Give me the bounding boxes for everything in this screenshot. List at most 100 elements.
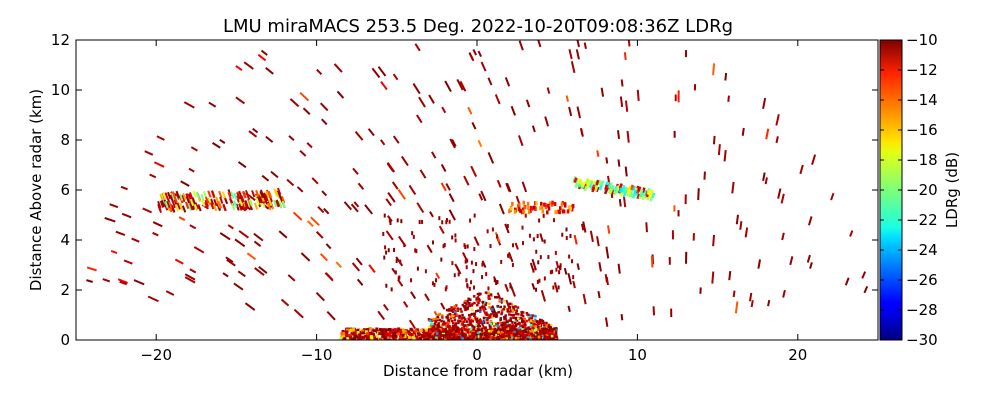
echo-pixel (511, 263, 514, 268)
echo-pixel (487, 294, 491, 298)
echo-pixel (513, 338, 516, 340)
echo-pixel (86, 266, 97, 272)
echo-pixel (121, 212, 132, 219)
echo-pixel (538, 218, 541, 223)
echo-pixel (517, 135, 524, 147)
echo-pixel (435, 333, 439, 337)
echo-pixel (484, 333, 488, 337)
echo-pixel (436, 332, 439, 335)
echo-pixel (844, 277, 850, 286)
echo-pixel (315, 292, 325, 302)
echo-pixel (505, 325, 508, 329)
echo-pixel (390, 287, 393, 292)
echo-pixel (352, 167, 359, 175)
echo-pixel (398, 338, 402, 340)
echo-pixel (272, 199, 278, 208)
echo-pixel (481, 260, 487, 268)
echo-pixel (548, 201, 552, 206)
echo-pixel (425, 334, 429, 338)
echo-pixel (618, 183, 623, 189)
echo-pixel (165, 290, 175, 296)
echo-pixel (567, 273, 573, 285)
echo-pixel (501, 335, 504, 339)
echo-pixel (248, 130, 258, 138)
echo-pixel (358, 330, 362, 334)
echo-pixel (390, 330, 394, 334)
echo-pixel (560, 202, 564, 207)
echo-pixel (393, 337, 397, 340)
echo-pixel (551, 200, 554, 205)
echo-pixel (513, 325, 516, 328)
echo-pixel (181, 205, 187, 213)
echo-pixel (447, 321, 451, 325)
echo-pixel (432, 327, 436, 330)
echo-pixel (421, 219, 424, 224)
echo-pixel (465, 325, 469, 328)
echo-pixel (263, 197, 268, 205)
echo-pixel (607, 182, 612, 189)
echo-pixel (392, 335, 396, 339)
radar-echo-field (86, 40, 869, 340)
echo-pixel (401, 331, 405, 335)
echo-pixel (163, 203, 169, 211)
echo-pixel (670, 308, 673, 318)
echo-pixel (482, 316, 486, 320)
echo-pixel (432, 329, 435, 333)
echo-pixel (514, 321, 517, 325)
echo-pixel (428, 330, 432, 333)
echo-pixel (408, 331, 412, 335)
echo-pixel (479, 336, 482, 340)
echo-pixel (411, 231, 414, 236)
echo-pixel (299, 91, 310, 102)
echo-pixel (396, 218, 399, 223)
echo-pixel (544, 116, 550, 127)
echo-pixel (464, 318, 467, 321)
echo-pixel (397, 332, 401, 336)
echo-pixel (466, 258, 469, 263)
echo-pixel (420, 337, 424, 340)
echo-pixel (486, 229, 489, 234)
echo-pixel (364, 330, 368, 334)
echo-pixel (521, 332, 525, 336)
echo-pixel (570, 207, 574, 212)
echo-pixel (442, 330, 446, 333)
echo-pixel (520, 320, 524, 323)
echo-pixel (182, 192, 187, 201)
echo-pixel (469, 298, 472, 301)
echo-pixel (492, 314, 496, 317)
echo-pixel (544, 205, 548, 210)
echo-pixel (545, 336, 548, 339)
echo-pixel (536, 325, 540, 329)
echo-pixel (280, 298, 290, 307)
echo-pixel (541, 332, 544, 335)
echo-pixel (536, 322, 540, 326)
echo-pixel (454, 310, 457, 314)
echo-pixel (531, 282, 536, 290)
echo-pixel (527, 314, 530, 318)
echo-pixel (455, 337, 458, 340)
echo-pixel (131, 237, 140, 243)
echo-pixel (618, 187, 623, 194)
echo-pixel (453, 316, 456, 319)
echo-pixel (345, 333, 349, 337)
y-axis-label: Distance Above radar (km) (27, 89, 45, 291)
echo-pixel (438, 332, 441, 335)
echo-pixel (432, 240, 435, 245)
echo-pixel (735, 214, 739, 225)
echo-pixel (438, 225, 445, 234)
echo-pixel (208, 101, 217, 108)
echo-pixel (627, 185, 632, 192)
echo-pixel (491, 328, 495, 332)
echo-pixel (468, 332, 472, 336)
echo-pixel (731, 181, 735, 194)
echo-pixel (553, 201, 557, 206)
echo-pixel (535, 338, 538, 340)
echo-pixel (511, 337, 515, 340)
echo-pixel (403, 338, 407, 340)
echo-pixel (451, 325, 455, 329)
echo-pixel (500, 323, 503, 327)
echo-pixel (453, 323, 457, 327)
echo-pixel (369, 335, 373, 339)
echo-pixel (498, 299, 501, 302)
echo-pixel (500, 310, 504, 314)
